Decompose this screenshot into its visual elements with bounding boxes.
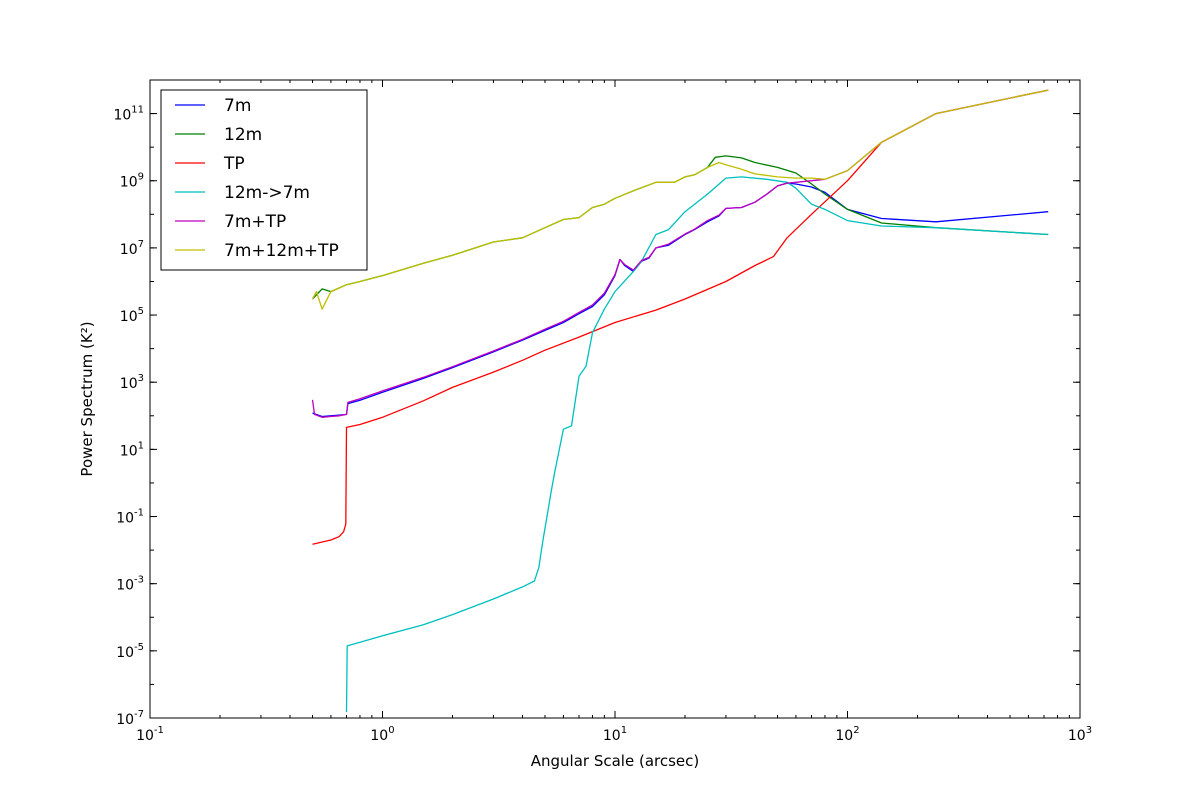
x-axis-label: Angular Scale (arcsec) bbox=[531, 752, 700, 770]
series-line-2 bbox=[312, 89, 1049, 545]
x-tick-label-3: 102 bbox=[835, 725, 859, 744]
legend-label-5: 7m+12m+TP bbox=[224, 241, 339, 261]
legend-label-2: TP bbox=[223, 154, 245, 174]
legend-box bbox=[160, 89, 368, 271]
y-tick-label-8: 109 bbox=[120, 172, 144, 191]
y-tick-label-9: 1011 bbox=[113, 105, 144, 124]
legend: 7m 12m TP 12m->7m 7m+TP 7m+12m+TP bbox=[160, 89, 368, 271]
legend-label-1: 12m bbox=[224, 125, 262, 145]
x-tick-label-4: 103 bbox=[1068, 725, 1092, 744]
series-line-3 bbox=[345, 176, 1049, 713]
x-tick-label-0: 10-1 bbox=[136, 725, 164, 744]
y-tick-label-0: 10-7 bbox=[116, 709, 144, 728]
legend-label-3: 12m->7m bbox=[224, 183, 310, 203]
legend-label-0: 7m bbox=[224, 96, 251, 116]
y-tick-label-7: 107 bbox=[120, 239, 144, 258]
series-line-4 bbox=[311, 89, 1049, 418]
x-tick-label-2: 101 bbox=[603, 725, 627, 744]
y-axis-label: Power Spectrum (K²) bbox=[78, 321, 96, 476]
series-layer bbox=[311, 89, 1049, 713]
y-tick-label-5: 103 bbox=[120, 373, 144, 392]
series-line-5 bbox=[311, 89, 1049, 310]
y-tick-label-3: 10-1 bbox=[116, 508, 144, 527]
x-tick-label-1: 100 bbox=[370, 725, 394, 744]
y-tick-label-6: 105 bbox=[120, 306, 144, 325]
ticks-layer: 10-1 100 101 102 103 10-7 10-5 10-3 10-1 101 103 10… bbox=[113, 80, 1092, 744]
y-tick-label-2: 10-3 bbox=[116, 575, 144, 594]
legend-label-4: 7m+TP bbox=[224, 212, 286, 232]
y-tick-label-1: 10-5 bbox=[116, 642, 144, 661]
y-tick-label-4: 101 bbox=[120, 440, 144, 459]
